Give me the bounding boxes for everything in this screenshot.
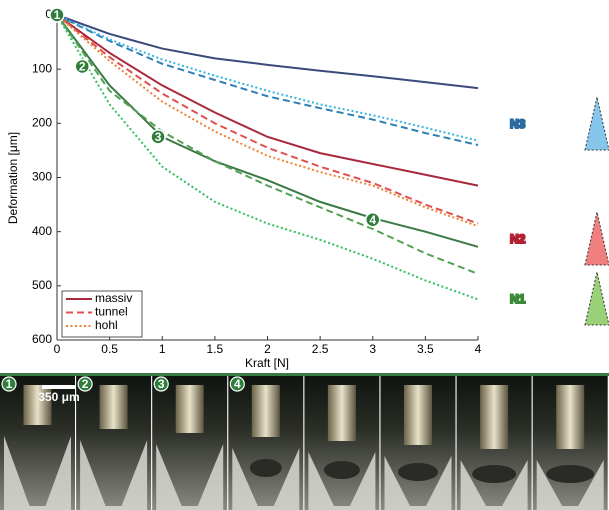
data-line xyxy=(56,14,479,142)
group-label: N1 xyxy=(510,292,526,306)
indenter xyxy=(404,385,432,445)
specimen-icon xyxy=(584,271,609,326)
data-line xyxy=(56,14,479,90)
deformation xyxy=(546,465,595,483)
indenter xyxy=(556,385,585,449)
data-line xyxy=(56,14,479,228)
legend-label: massiv xyxy=(95,291,132,305)
photo-badge xyxy=(77,376,93,392)
specimen xyxy=(460,460,528,510)
photo-badge-label: 4 xyxy=(234,377,241,391)
y-tick-label: 400 xyxy=(32,224,52,238)
x-tick-label: 2.5 xyxy=(312,342,329,356)
photo-badge-label: 2 xyxy=(82,377,89,391)
step-marker xyxy=(365,212,381,228)
data-line xyxy=(56,14,479,146)
photo-badge xyxy=(153,376,169,392)
indenter xyxy=(327,385,356,441)
x-tick-label: 1 xyxy=(159,342,166,356)
specimen xyxy=(4,436,71,510)
step-marker-label: 4 xyxy=(369,213,376,227)
photo-badge xyxy=(1,376,17,392)
x-tick-label: 0.5 xyxy=(101,342,118,356)
x-tick-label: 0 xyxy=(54,342,61,356)
group-label: N3 xyxy=(510,117,526,131)
indenter xyxy=(175,385,204,433)
x-tick-label: 3 xyxy=(369,342,376,356)
specimen xyxy=(384,456,452,510)
group-label: N2 xyxy=(510,232,526,246)
legend-label: tunnel xyxy=(95,305,128,319)
step-marker xyxy=(74,58,91,75)
y-tick-label: 500 xyxy=(32,278,52,292)
data-line xyxy=(56,14,479,275)
legend-label: hohl xyxy=(95,318,118,332)
data-line xyxy=(56,14,479,225)
data-line xyxy=(56,14,479,187)
y-tick-label: 600 xyxy=(32,332,52,346)
x-tick-label: 3.5 xyxy=(417,342,434,356)
specimen xyxy=(536,460,604,510)
y-tick-label: 200 xyxy=(32,116,52,130)
deformation xyxy=(472,465,517,483)
x-axis-label: Kraft [N] xyxy=(245,356,289,370)
x-tick-label: 4 xyxy=(475,342,482,356)
photo-badge-label: 1 xyxy=(6,377,13,391)
specimen-icon xyxy=(584,211,609,266)
specimen xyxy=(80,440,148,510)
y-tick-label: 100 xyxy=(32,61,52,75)
photo-badge xyxy=(229,376,245,392)
deformation xyxy=(323,461,360,479)
step-marker-label: 1 xyxy=(54,8,61,22)
data-line xyxy=(56,14,479,301)
indenter xyxy=(23,385,52,425)
step-marker-label: 2 xyxy=(79,60,86,74)
specimen xyxy=(308,452,376,510)
deformation xyxy=(398,463,438,481)
photo-badge-label: 3 xyxy=(158,377,165,391)
step-marker-label: 3 xyxy=(155,130,162,144)
x-tick-label: 2 xyxy=(264,342,271,356)
step-marker xyxy=(49,7,65,23)
indenter xyxy=(480,385,509,449)
y-axis-label: Deformation [μm] xyxy=(6,132,20,224)
step-marker xyxy=(150,129,166,145)
specimen xyxy=(156,444,224,510)
specimen-icon xyxy=(584,96,609,151)
data-line xyxy=(56,14,479,248)
specimen xyxy=(232,448,300,510)
indenter xyxy=(99,385,128,429)
scale-bar xyxy=(42,385,76,389)
photo-border xyxy=(0,373,609,376)
deformation xyxy=(249,459,282,477)
scale-bar-label: 350 μm xyxy=(38,390,79,404)
x-tick-label: 1.5 xyxy=(207,342,224,356)
y-tick-label: 0 xyxy=(45,7,52,21)
indenter xyxy=(251,385,280,437)
y-tick-label: 300 xyxy=(32,170,52,184)
